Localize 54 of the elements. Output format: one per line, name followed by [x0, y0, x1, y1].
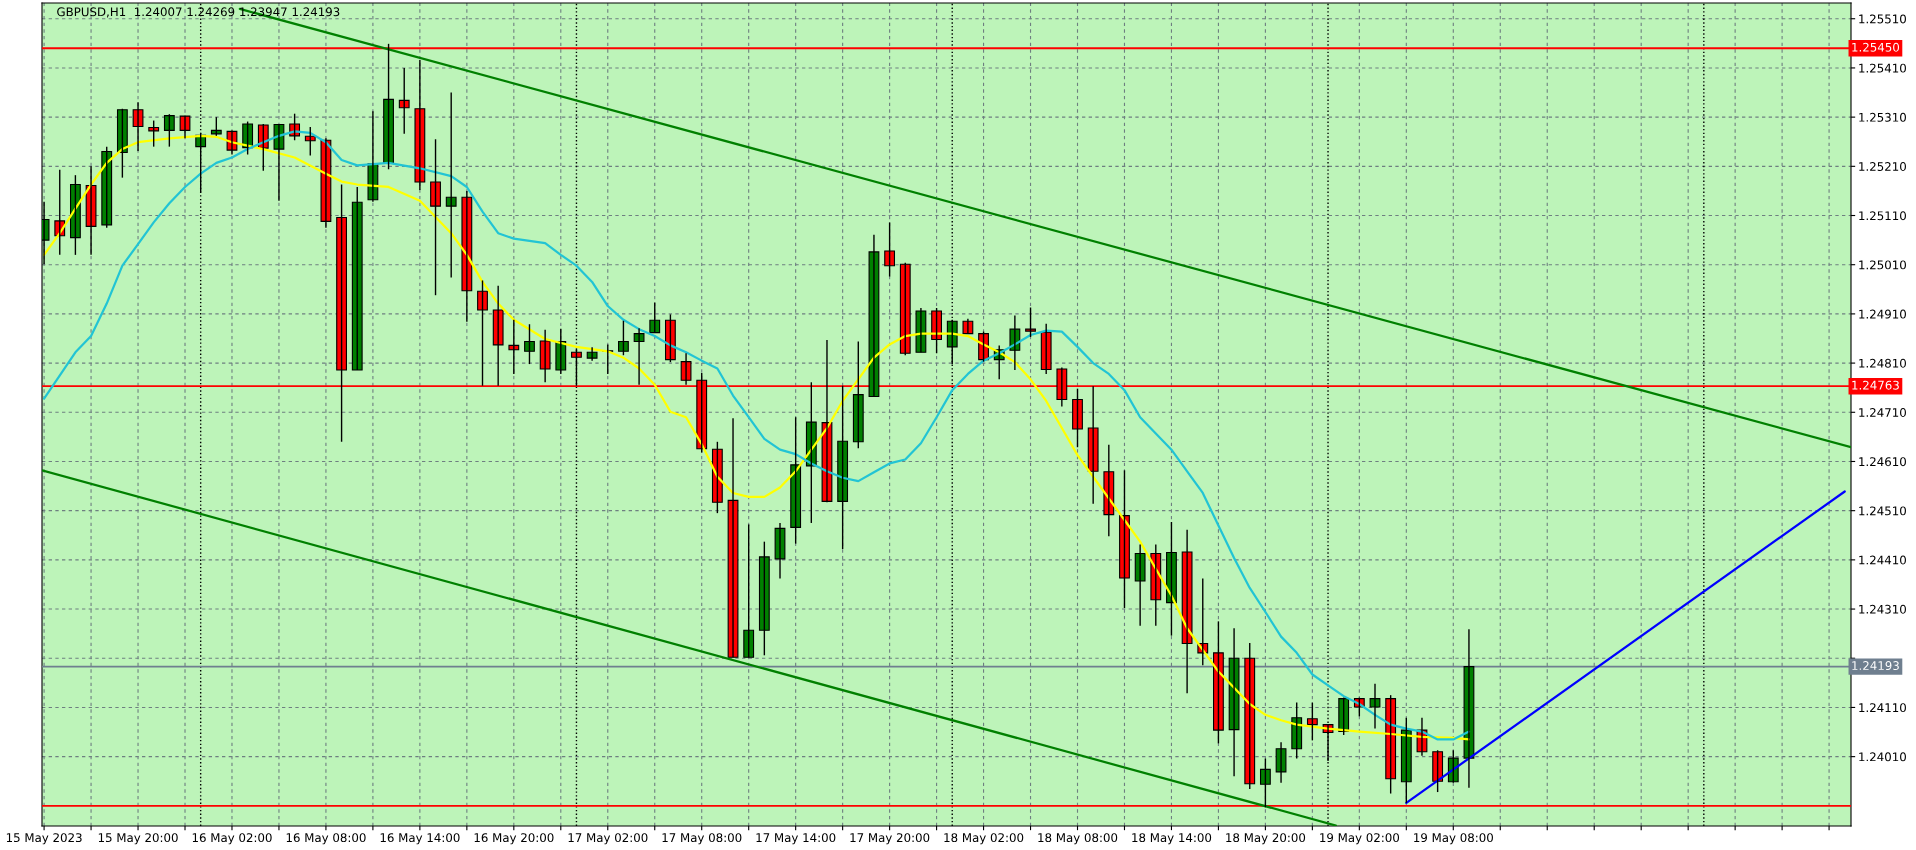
x-tick-label: 16 May 20:00: [474, 833, 554, 845]
candlestick: [163, 113, 175, 148]
x-tick-label: 16 May 14:00: [380, 833, 460, 845]
y-tick-label: 1.24510: [1859, 506, 1906, 516]
ref-line-label: 1.25450: [1852, 42, 1900, 52]
x-tick-label: 15 May 20:00: [98, 833, 178, 845]
candlestick: [1259, 757, 1271, 809]
y-tick-label: 1.24110: [1859, 703, 1906, 713]
y-tick-label: 1.24310: [1859, 604, 1906, 614]
x-tick-label: 18 May 02:00: [944, 833, 1024, 845]
x-tick-label: 18 May 14:00: [1132, 833, 1212, 845]
candlestick: [210, 116, 222, 137]
candlestick: [1369, 683, 1381, 730]
y-tick-label: 1.25510: [1859, 14, 1906, 24]
x-tick-label: 19 May 02:00: [1320, 833, 1400, 845]
candlestick: [1306, 701, 1318, 742]
candlestick: [899, 262, 911, 356]
candlestick: [618, 320, 629, 356]
x-tick-label: 18 May 08:00: [1038, 833, 1118, 845]
candlestick: [524, 323, 535, 365]
x-tick-label: 17 May 08:00: [662, 833, 742, 845]
y-tick-label: 1.24810: [1859, 358, 1906, 368]
candlestick: [148, 119, 160, 148]
y-tick-label: 1.24010: [1859, 752, 1906, 762]
ref-line-label: 1.24193: [1852, 661, 1899, 671]
y-tick-label: 1.24410: [1859, 555, 1906, 565]
y-tick-label: 1.24610: [1859, 457, 1906, 467]
x-tick-label: 17 May 20:00: [850, 833, 930, 845]
y-tick-label: 1.24910: [1859, 309, 1906, 319]
x-tick-label: 15 May 2023: [6, 833, 82, 845]
y-tick-label: 1.25110: [1859, 211, 1906, 221]
candlestick: [1072, 387, 1083, 448]
candlestick: [430, 138, 441, 296]
candlestick: [383, 43, 394, 170]
candlestick: [1025, 306, 1036, 338]
x-tick-label: 17 May 14:00: [756, 833, 836, 845]
x-tick-label: 16 May 02:00: [192, 833, 272, 845]
x-tick-label: 19 May 08:00: [1414, 833, 1493, 845]
candlestick: [852, 340, 864, 449]
candlestick: [743, 523, 755, 658]
candlestick: [351, 186, 363, 371]
y-tick-label: 1.25410: [1859, 63, 1906, 73]
candlestick: [1244, 642, 1256, 790]
x-tick-label: 17 May 02:00: [568, 833, 648, 845]
ref-line-label: 1.24763: [1852, 380, 1899, 390]
x-tick-label: 18 May 20:00: [1226, 833, 1306, 845]
y-tick-label: 1.25210: [1859, 162, 1906, 171]
candlestick: [649, 301, 661, 334]
candlestick: [884, 221, 896, 278]
y-tick-label: 1.25310: [1859, 112, 1906, 122]
y-tick-label: 1.24710: [1859, 408, 1906, 417]
x-tick-label: 16 May 08:00: [286, 833, 366, 845]
candlestick: [758, 540, 770, 656]
y-tick-label: 1.25010: [1859, 260, 1906, 270]
